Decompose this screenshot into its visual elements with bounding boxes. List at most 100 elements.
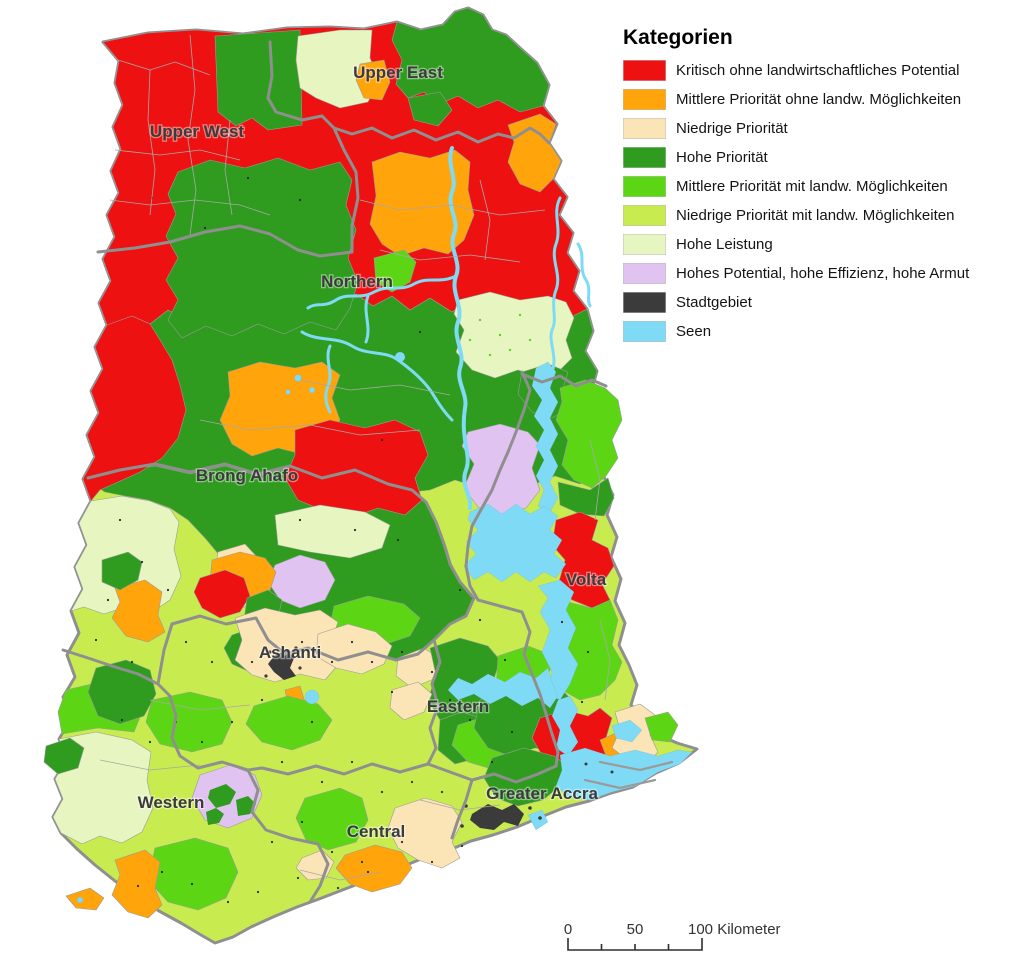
patch-northern-green-core (165, 157, 359, 339)
lake-afram-arm (447, 667, 559, 709)
border-upper-east (332, 126, 551, 145)
scale-label-50: 50 (627, 921, 644, 938)
patch-ashanti-lavender (267, 554, 336, 609)
lake-bosumtwi (304, 689, 320, 705)
border-western-ashanti (156, 622, 174, 686)
ba-orange-lake-speck2 (308, 386, 316, 394)
delta-lagoons (555, 747, 693, 801)
legend-item-seen: Seen (623, 321, 1025, 342)
patch-ba-orange-west (111, 579, 166, 643)
legend-item-mittlere-mit: Mittlere Priorität mit landw. Möglichkei… (623, 176, 1025, 197)
accra-urban-area (470, 804, 524, 830)
region-label-ashanti: Ashanti (259, 643, 321, 662)
region-label-western: Western (138, 793, 205, 812)
coast-lake-speck (76, 896, 84, 904)
legend-label: Hohe Priorität (676, 149, 768, 166)
patch-central-brightgreen (295, 787, 369, 851)
field-west-red-tongue (82, 315, 187, 502)
region-label-greater-accra: Greater Accra (486, 784, 598, 803)
legend-item-kritisch: Kritisch ohne landwirtschaftliches Poten… (623, 60, 1025, 81)
legend-item-niedrig-mit: Niedrige Priorität mit landw. Möglichkei… (623, 205, 1025, 226)
scale-label-100-km: 100 Kilometer (688, 921, 781, 938)
patch-northern-orange-blob (369, 149, 475, 257)
black-volta-river (300, 330, 454, 422)
border-upper-west (96, 40, 360, 258)
legend-label: Hohe Leistung (676, 236, 773, 253)
patch-volta-north-brightgreen (555, 379, 623, 489)
lake-fingers (463, 503, 567, 583)
border-ba-ashanti (170, 596, 476, 662)
legend-title: Kategorien (623, 26, 733, 49)
legend-item-hohe: Hohe Priorität (623, 147, 1025, 168)
border-along-lake (464, 370, 560, 768)
delta-sandbars (583, 760, 674, 790)
district-borders (99, 34, 611, 881)
oti-twig-1 (576, 242, 592, 308)
patch-central-orange (335, 844, 413, 893)
legend-label: Hohes Potential, hohe Effizienz, hohe Ar… (676, 265, 970, 282)
white-volta-west-branch (306, 274, 458, 310)
legend-swatch-niedrig-mit (623, 205, 666, 226)
patch-western-orange-coast (65, 887, 105, 911)
region-borders (61, 40, 608, 904)
legend-label: Niedrige Priorität mit landw. Möglichkei… (676, 207, 955, 224)
patch-ue-pale (295, 29, 381, 109)
legend-item-stadtgebiet: Stadtgebiet (623, 292, 1025, 313)
scale-bar-line (567, 938, 703, 951)
lake-oti-arm (531, 361, 559, 513)
legend-swatch-seen (623, 321, 666, 342)
legend-item-hohes-potential: Hohes Potential, hohe Effizienz, hohe Ar… (623, 263, 1025, 284)
legend-item-niedrig: Niedrige Priorität (623, 118, 1025, 139)
legend-swatch-niedrig (623, 118, 666, 139)
scale-label-0: 0 (564, 921, 572, 938)
legend-swatch-mittlere-ohne (623, 89, 666, 110)
white-volta-south-twig (364, 294, 370, 344)
legend-swatch-stadtgebiet (623, 292, 666, 313)
ba-orange-lake-speck3 (285, 389, 291, 395)
sandbar-2 (583, 778, 657, 790)
border-northern-south (86, 462, 474, 598)
patch-ashanti-brightgreen-s (245, 695, 333, 751)
region-label-volta: Volta (566, 570, 607, 589)
lake-volta (76, 351, 693, 904)
patch-ne-green-block (391, 7, 550, 113)
accra-lagoon (527, 809, 549, 831)
scale-bar: 0 50 100 Kilometer (564, 921, 781, 951)
legend-label: Niedrige Priorität (676, 120, 788, 137)
legend-label: Seen (676, 323, 712, 340)
ba-orange-lake-speck1 (294, 374, 302, 382)
legend-label: Kritisch ohne landwirtschaftliches Poten… (676, 62, 960, 79)
border-western-central (246, 768, 330, 904)
region-label-central: Central (347, 822, 406, 841)
legend-swatch-mittlere-mit (623, 176, 666, 197)
patch-volta-green-strip (557, 477, 615, 517)
urban-areas (264, 646, 614, 830)
border-northern-volta (520, 372, 608, 388)
region-label-brong-ahafo: Brong Ahafo (196, 466, 298, 485)
kumasi-urban-area (268, 650, 296, 680)
patch-delta-brightgreen (644, 711, 679, 743)
legend-item-hohe-leistung: Hohe Leistung (623, 234, 1025, 255)
legend-swatch-hohe (623, 147, 666, 168)
pale-patch-speckles (468, 313, 532, 357)
patch-central-cream (387, 797, 463, 869)
patch-western-forest-speckle (206, 784, 256, 825)
legend-label: Mittlere Priorität ohne landw. Möglichke… (676, 91, 962, 108)
patch-ba-pale-mid (274, 504, 391, 559)
patch-northern-brightgreen (373, 249, 417, 293)
legend-swatch-hohes-potential (623, 263, 666, 284)
patch-western-green-sw (43, 737, 85, 775)
region-label-eastern: Eastern (427, 697, 489, 716)
border-eastern-ga (426, 762, 558, 784)
patch-ue-green-bits (407, 91, 453, 127)
village-dots (94, 176, 590, 904)
lake-stem (537, 579, 579, 701)
border-ashanti-eastern (426, 638, 442, 766)
legend-swatch-kritisch (623, 60, 666, 81)
legend-label: Stadtgebiet (676, 294, 752, 311)
border-ashanti-central (246, 762, 430, 776)
legend-label: Mittlere Priorität mit landw. Möglichkei… (676, 178, 948, 195)
legend-swatch-hohe-leistung (623, 234, 666, 255)
sandbar-1 (598, 760, 674, 772)
